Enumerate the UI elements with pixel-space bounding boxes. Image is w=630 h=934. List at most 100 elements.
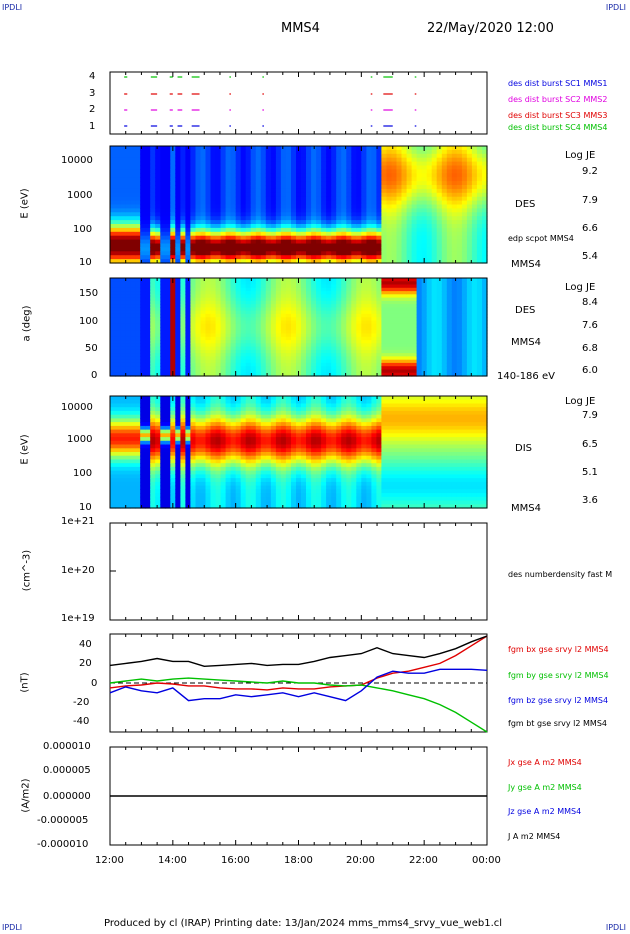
des-e-cell <box>205 216 212 221</box>
des-e-cell <box>416 212 423 217</box>
pa-cell <box>476 291 483 295</box>
pa-cell <box>145 287 151 292</box>
pa-cell <box>371 291 377 295</box>
des-e-cell <box>301 251 307 256</box>
des-e-cell <box>376 149 382 155</box>
pa-cell <box>471 359 478 364</box>
pa-cell <box>401 323 408 328</box>
pa-cell <box>336 362 342 367</box>
des-e-cell <box>482 165 488 170</box>
pa-cell <box>296 330 302 335</box>
des-e-cell <box>265 188 272 194</box>
des-e-cell <box>386 161 393 167</box>
dis-e-cell <box>155 433 161 438</box>
des-e-cell <box>341 165 347 170</box>
pa-cell <box>175 349 181 354</box>
pa-cell <box>170 353 176 357</box>
des-e-cell <box>476 259 483 264</box>
pa-cell <box>381 366 387 371</box>
des-e-cell <box>150 235 156 241</box>
pa-cell <box>371 359 377 364</box>
des-e-cell <box>150 200 156 206</box>
pa-cell <box>230 323 237 328</box>
des-e-cell <box>436 177 443 182</box>
pa-cell <box>396 327 403 331</box>
pa-cell <box>482 366 488 371</box>
pa-cell <box>431 366 438 371</box>
pa-cell <box>426 317 433 322</box>
des-e-cell <box>210 188 217 194</box>
des-e-cell <box>426 235 433 241</box>
dis-e-cell <box>130 474 136 479</box>
des-e-cell <box>361 177 367 182</box>
des-e-cell <box>421 149 428 155</box>
pa-cell <box>210 294 217 299</box>
pa-cell <box>165 297 171 302</box>
pa-cell <box>150 333 156 338</box>
des-e-cell <box>280 177 287 182</box>
des-e-cell <box>285 208 292 213</box>
des-e-cell <box>456 196 463 202</box>
des-e-cell <box>461 188 468 194</box>
des-e-cell <box>436 220 443 225</box>
dis-e-cell <box>155 493 161 498</box>
des-e-cell <box>331 149 337 155</box>
pa-cell <box>195 366 202 371</box>
des-e-cell <box>331 177 337 182</box>
pa-cell <box>381 323 387 328</box>
pa-cell <box>316 317 322 322</box>
des-e-cell <box>466 251 473 256</box>
pa-cell <box>341 336 347 341</box>
des-e-cell <box>411 165 418 170</box>
pa-cell <box>115 284 121 289</box>
pa-cell <box>135 317 141 322</box>
des-e-cell <box>260 149 267 155</box>
des-e-cell <box>130 157 136 163</box>
pa-cell <box>386 327 393 331</box>
des-e-cell <box>250 243 257 248</box>
pa-cell <box>451 366 458 371</box>
pa-cell <box>245 356 252 361</box>
pa-cell <box>120 362 126 367</box>
des-e-cell <box>446 177 453 182</box>
pa-cell <box>130 372 136 377</box>
pa-cell <box>145 336 151 341</box>
des-e-cell <box>280 153 287 159</box>
pa-cell <box>200 327 207 331</box>
des-e-cell <box>351 220 357 225</box>
des-e-cell <box>265 259 272 264</box>
des-e-cell <box>401 259 408 264</box>
des-e-cell <box>351 251 357 256</box>
des-e-cell <box>341 239 347 245</box>
des-e-cell <box>200 153 207 159</box>
pa-cell <box>170 291 176 295</box>
des-e-cell <box>110 192 116 198</box>
pa-cell <box>190 372 196 377</box>
des-e-cell <box>150 153 156 159</box>
des-e-cell <box>215 220 222 225</box>
pa-cell <box>215 333 222 338</box>
des-e-cell <box>341 204 347 209</box>
pa-cell <box>311 362 317 367</box>
pa-cell <box>411 343 418 348</box>
des-e-cell <box>316 157 322 163</box>
pa-cell <box>371 327 377 331</box>
des-e-cell <box>185 173 191 178</box>
des-e-cell <box>165 153 171 159</box>
des-e-cell <box>446 192 453 198</box>
pa-cell <box>371 349 377 354</box>
pa-cell <box>240 336 247 341</box>
des-e-cell <box>306 169 312 174</box>
des-e-cell <box>210 212 217 217</box>
des-e-cell <box>270 208 277 213</box>
pa-cell <box>235 327 242 331</box>
des-e-cell <box>321 204 327 209</box>
des-e-cell <box>175 255 181 260</box>
des-e-cell <box>346 200 352 206</box>
des-e-cell <box>351 247 357 252</box>
des-e-cell <box>411 177 418 182</box>
pa-cell <box>356 343 362 348</box>
pa-cell <box>321 346 327 351</box>
pa-cell <box>195 320 202 325</box>
des-e-cell <box>140 157 146 163</box>
